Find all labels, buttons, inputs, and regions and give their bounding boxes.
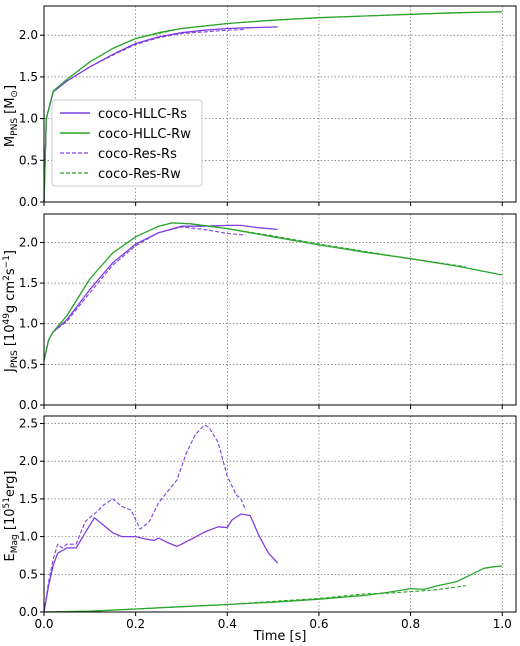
panel-emag-series-res-rw bbox=[43, 585, 466, 613]
panel-emag-lines bbox=[43, 424, 503, 613]
panel-jpns-frame bbox=[43, 213, 517, 406]
panel-mpns-yticks: 0.0 0.5 1.0 1.5 2.0 bbox=[19, 28, 44, 209]
panel-emag-ytick-label: 0.5 bbox=[19, 567, 38, 581]
panel-mpns-frame bbox=[43, 5, 517, 203]
panel-jpns-ytick-label: 1.0 bbox=[19, 317, 38, 331]
legend: coco-HLLC-Rs coco-HLLC-Rw coco-Res-Rs co… bbox=[51, 99, 203, 187]
panel-emag-yticks: 0.0 0.5 1.0 1.5 2.0 2.5 bbox=[19, 417, 44, 619]
panel-mpns-ytick-label: 0.0 bbox=[19, 195, 38, 209]
x-tick-label: 1.0 bbox=[493, 617, 512, 631]
panel-jpns-ylabel: JPNS [1049g cm2s−1] bbox=[2, 250, 20, 373]
panel-jpns-lines bbox=[43, 222, 503, 361]
panel-jpns-ytick-label: 1.5 bbox=[19, 276, 38, 290]
panel-mpns-ytick-label: 1.0 bbox=[19, 112, 38, 126]
panel-jpns-yticks: 0.0 0.5 1.0 1.5 2.0 bbox=[19, 235, 44, 412]
panel-mpns-lines bbox=[43, 11, 503, 203]
panel-mpns-ytick-label: 0.5 bbox=[19, 153, 38, 167]
x-tick-label: 0.6 bbox=[309, 617, 328, 631]
x-tick-label: 0.4 bbox=[218, 617, 237, 631]
panel-emag-ytick-label: 2.5 bbox=[19, 417, 38, 431]
panel-emag-ytick-label: 2.0 bbox=[19, 454, 38, 468]
legend-entry-res-rw: coco-Res-Rw bbox=[60, 167, 181, 182]
panel-jpns-ytick-label: 0.0 bbox=[19, 398, 38, 412]
panel-emag-series-hllc-rs bbox=[43, 513, 279, 613]
x-axis-label: Time [s] bbox=[253, 629, 307, 644]
panel-mpns-series-res-rw bbox=[43, 12, 466, 203]
legend-entry-hllc-rw: coco-HLLC-Rw bbox=[60, 127, 191, 142]
panel-jpns-series-res-rw bbox=[43, 222, 466, 361]
panel-emag: 0.00.51.01.52.02.5 0.0 0.2 0.4 0.6 0.8 1.0 EM… bbox=[2, 415, 517, 644]
panel-mpns-series-res-rs bbox=[43, 28, 246, 203]
legend-label-hllc-rs: coco-HLLC-Rs bbox=[98, 107, 187, 122]
panel-emag-ytick-label: 1.5 bbox=[19, 492, 38, 506]
panel-emag-series-res-rs bbox=[43, 424, 247, 613]
panel-emag-frame bbox=[43, 415, 517, 613]
x-tick-label: 0.0 bbox=[34, 617, 53, 631]
panel-mpns-ytick-label: 1.5 bbox=[19, 70, 38, 84]
x-tick-label: 0.2 bbox=[126, 617, 145, 631]
panel-mpns-xticks bbox=[43, 202, 503, 206]
x-tick-label: 0.8 bbox=[401, 617, 420, 631]
panel-emag-ytick-label: 1.0 bbox=[19, 530, 38, 544]
panel-emag-ytick-label: 0.0 bbox=[19, 605, 38, 619]
legend-box bbox=[51, 99, 203, 187]
panel-jpns-ytick-label: 2.0 bbox=[19, 235, 38, 249]
legend-label-res-rw: coco-Res-Rw bbox=[98, 167, 181, 182]
panel-jpns-series-res-rs bbox=[43, 226, 246, 361]
panel-jpns-ytick-label: 0.5 bbox=[19, 357, 38, 371]
panel-mpns-ytick-label: 2.0 bbox=[19, 28, 38, 42]
panel-jpns: 0.0 0.5 1.0 1.5 2.0 JPNS [1049g cm2s−1] bbox=[2, 213, 517, 412]
panel-jpns-xticks bbox=[43, 405, 503, 409]
legend-entry-hllc-rs: coco-HLLC-Rs bbox=[60, 107, 187, 122]
legend-label-res-rs: coco-Res-Rs bbox=[98, 147, 177, 162]
panel-mpns: 0.00.51.01.52.0 MPNS [M⊙] coco-HLLC-Rs c… bbox=[3, 5, 517, 209]
panel-emag-xticks: 0.0 0.2 0.4 0.6 0.8 1.0 bbox=[34, 612, 512, 631]
legend-entry-res-rs: coco-Res-Rs bbox=[60, 147, 177, 162]
legend-label-hllc-rw: coco-HLLC-Rw bbox=[98, 127, 191, 142]
